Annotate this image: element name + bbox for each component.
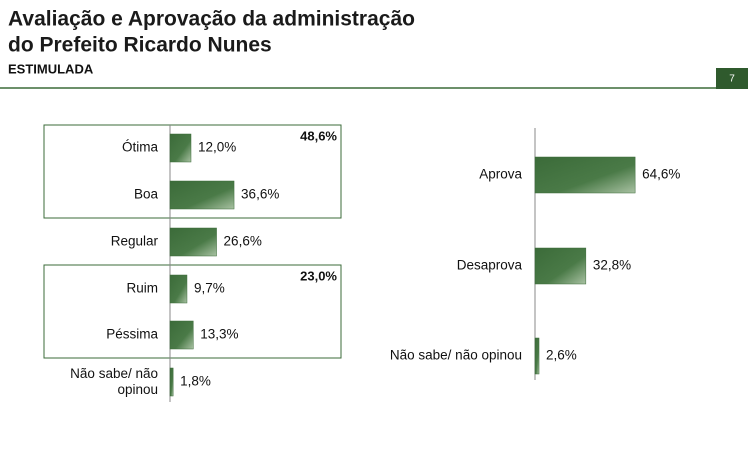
- category-label: Péssima: [106, 327, 158, 342]
- value-label: 26,6%: [224, 234, 262, 249]
- bar: [169, 180, 235, 210]
- group-box: [43, 264, 342, 359]
- value-label: 2,6%: [546, 348, 577, 363]
- category-label: Não sabe/ não opinou: [70, 366, 158, 397]
- category-label: Não sabe/ não opinou: [390, 348, 522, 363]
- category-label: Desaprova: [457, 258, 523, 273]
- bar: [169, 133, 192, 163]
- bar: [169, 274, 188, 304]
- category-label: Aprova: [479, 167, 522, 182]
- page-number: 7: [729, 74, 735, 85]
- bar: [169, 320, 194, 350]
- bar: [169, 227, 217, 257]
- title: do Prefeito Ricardo Nunes: [8, 34, 272, 57]
- value-label: 12,0%: [198, 140, 236, 155]
- group-total: 48,6%: [300, 128, 337, 143]
- category-label: Regular: [111, 234, 159, 249]
- value-label: 13,3%: [200, 327, 238, 342]
- bar: [534, 247, 587, 285]
- subtitle: ESTIMULADA: [8, 61, 94, 76]
- page-badge: [716, 68, 748, 89]
- category-label: Boa: [134, 187, 159, 202]
- bar: [169, 367, 174, 397]
- bar: [534, 156, 636, 194]
- group-total: 23,0%: [300, 268, 337, 283]
- title: Avaliação e Aprovação da administração: [8, 8, 415, 31]
- category-label: Ruim: [126, 281, 158, 296]
- value-label: 64,6%: [642, 167, 680, 182]
- group-box: [43, 124, 342, 219]
- value-label: 1,8%: [180, 374, 211, 389]
- category-label: Ótima: [122, 140, 158, 155]
- bar: [534, 337, 540, 375]
- value-label: 9,7%: [194, 281, 225, 296]
- value-label: 36,6%: [241, 187, 279, 202]
- value-label: 32,8%: [593, 258, 631, 273]
